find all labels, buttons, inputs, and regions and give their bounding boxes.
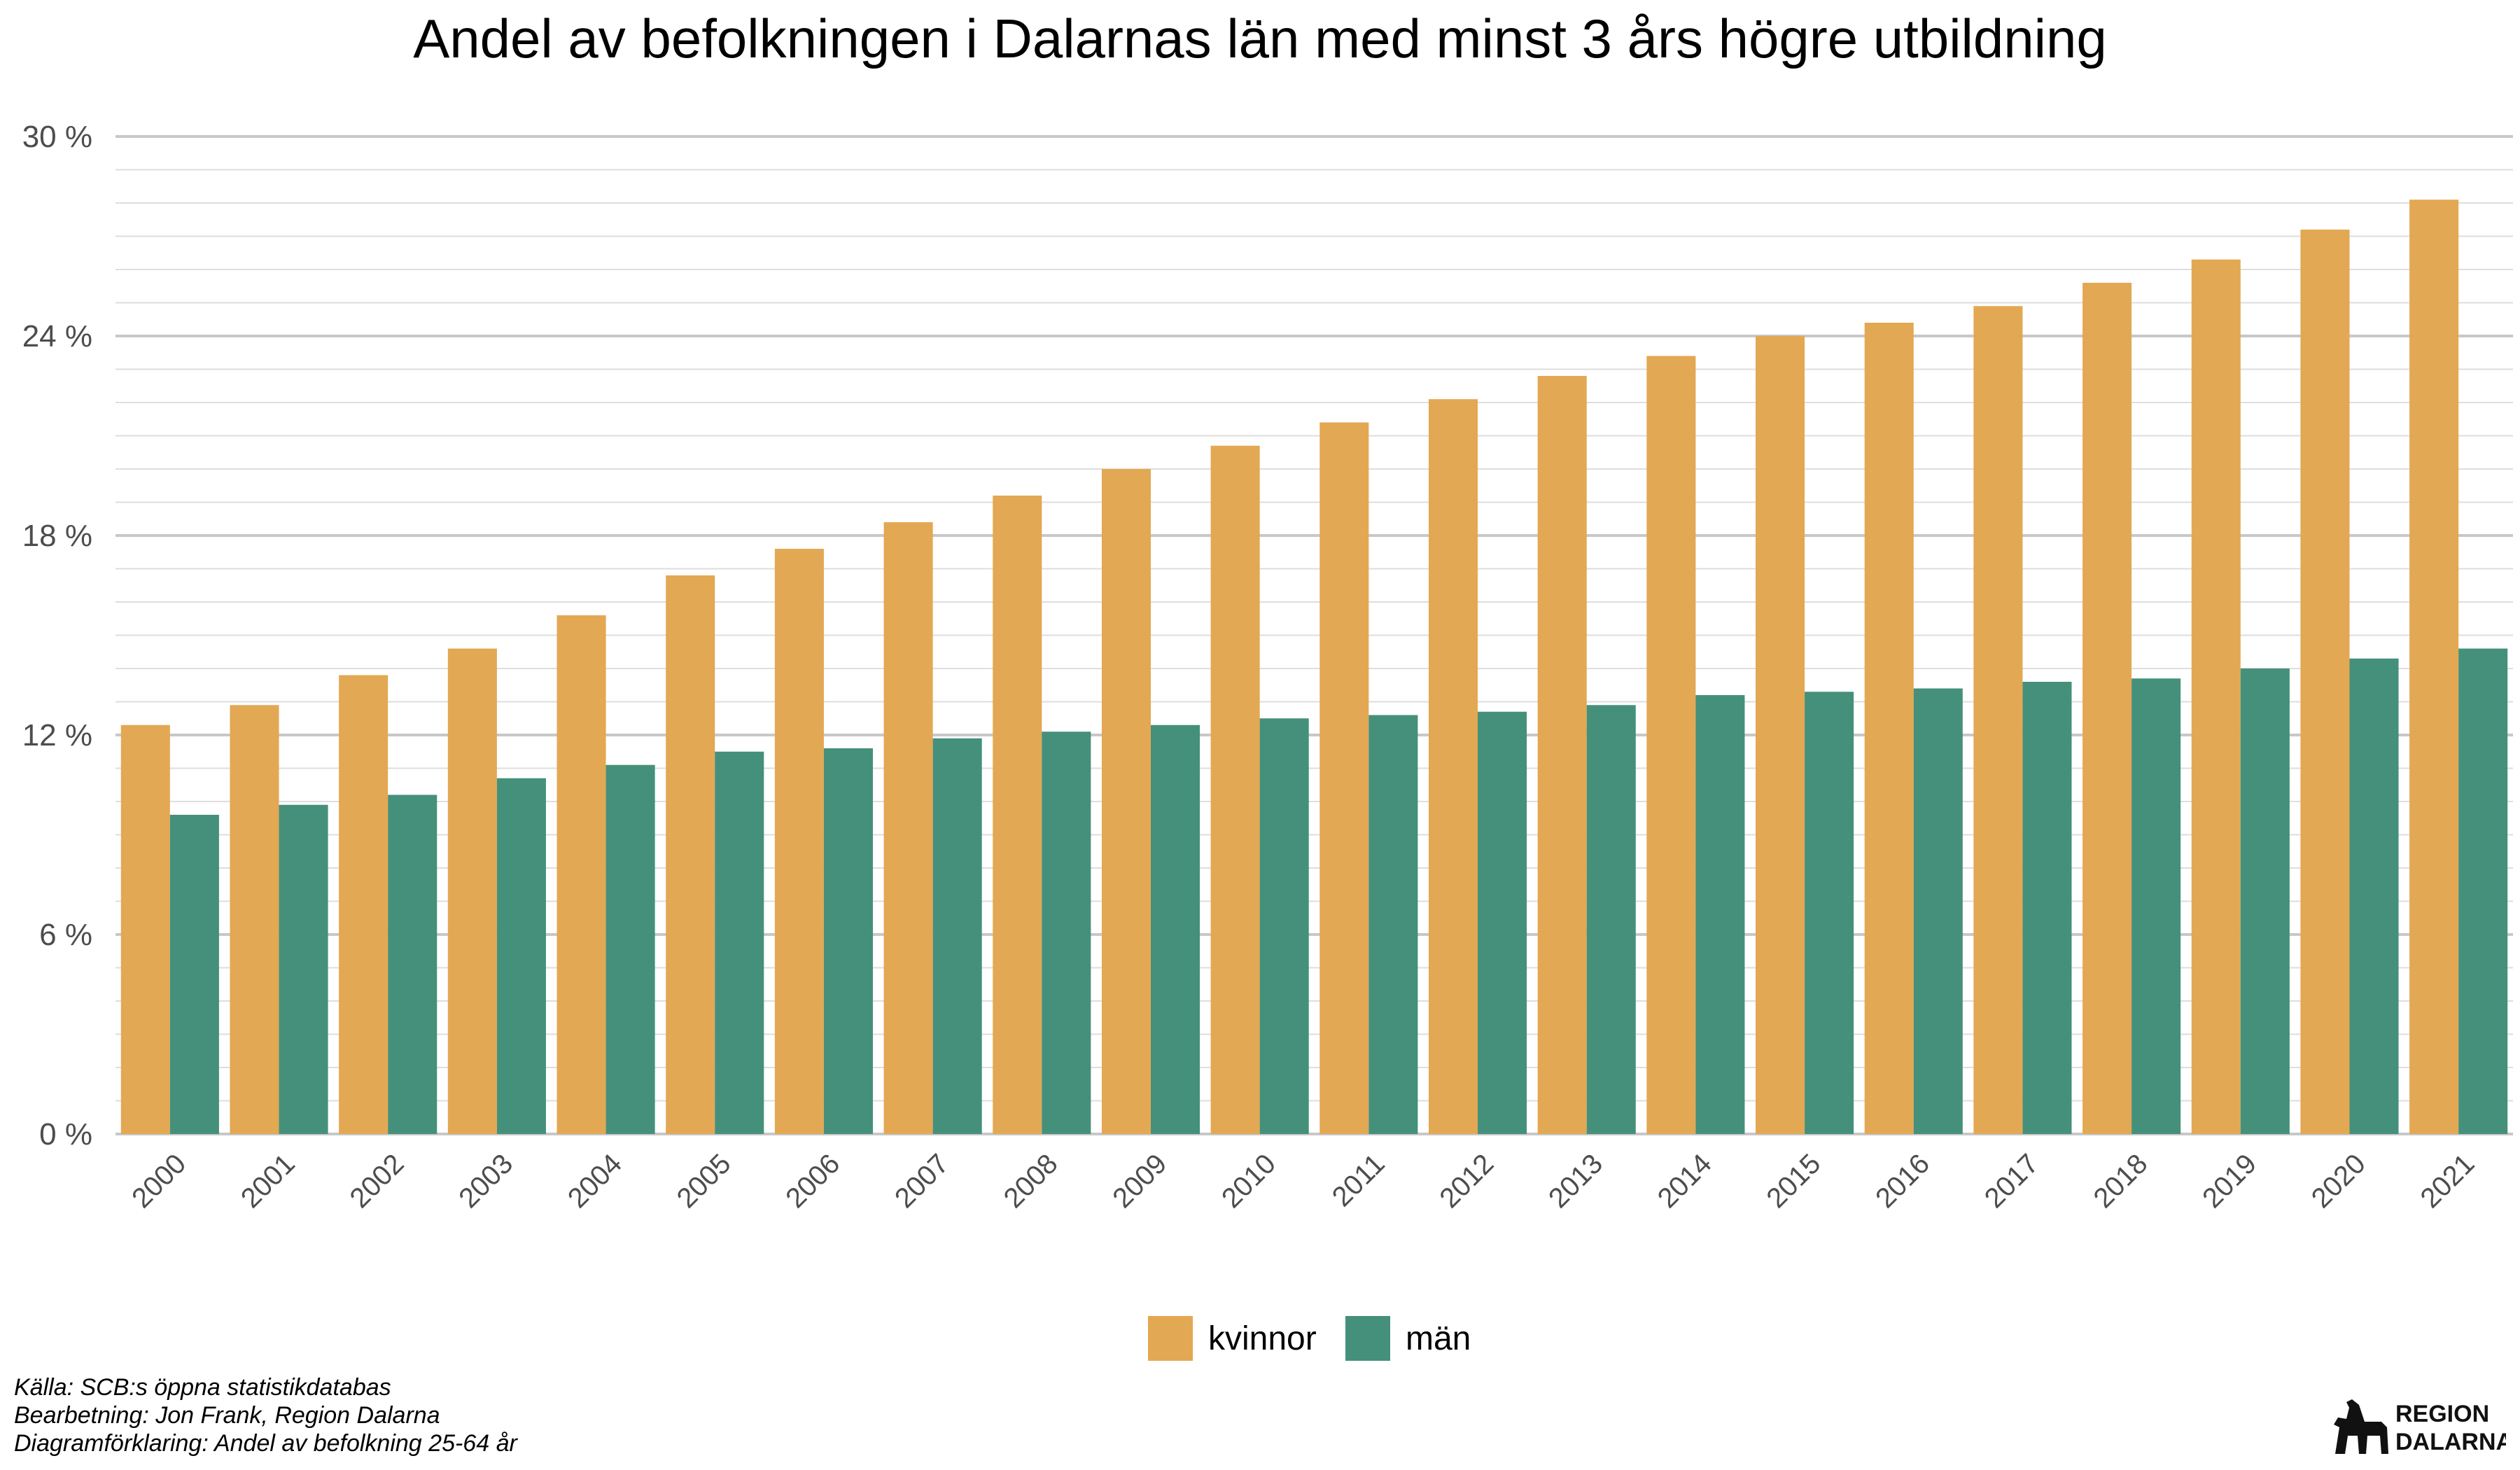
bar-män-2013 <box>1586 705 1636 1134</box>
bar-kvinnor-2014 <box>1646 356 1696 1134</box>
x-tick-label: 2010 <box>1216 1148 1282 1214</box>
logo-text-region: REGION <box>2395 1401 2489 1427</box>
bar-kvinnor-2000 <box>120 724 170 1134</box>
x-tick-label: 2013 <box>1543 1148 1609 1214</box>
legend-label-kvinnor: kvinnor <box>1208 1320 1317 1357</box>
x-tick-label: 2011 <box>1326 1148 1391 1212</box>
chart-title: Andel av befolkningen i Dalarnas län med… <box>413 8 2106 69</box>
bar-kvinnor-2020 <box>2300 230 2350 1134</box>
x-tick-label: 2004 <box>562 1148 628 1214</box>
bar-män-2007 <box>932 738 982 1134</box>
y-tick-label: 30 % <box>22 120 92 154</box>
x-tick-label: 2007 <box>889 1148 955 1214</box>
x-tick-label: 2019 <box>2197 1148 2262 1214</box>
legend-swatch-kvinnor <box>1148 1316 1193 1361</box>
logo-text-dalarna: DALARNA <box>2395 1429 2506 1455</box>
bar-män-2004 <box>606 764 655 1134</box>
x-tick-label: 2015 <box>1760 1148 1826 1214</box>
bar-män-2006 <box>823 748 873 1134</box>
x-tick-label: 2021 <box>2414 1148 2480 1214</box>
bar-kvinnor-2013 <box>1537 376 1587 1134</box>
legend-swatch-män <box>1345 1316 1390 1361</box>
region-dalarna-logo: REGION DALARNA <box>2334 1399 2506 1455</box>
bar-kvinnor-2019 <box>2191 259 2241 1134</box>
bar-kvinnor-2016 <box>1864 323 1914 1134</box>
bar-kvinnor-2001 <box>230 705 279 1134</box>
bar-kvinnor-2004 <box>556 615 606 1134</box>
bar-män-2015 <box>1805 692 1854 1134</box>
bar-kvinnor-2018 <box>2082 283 2132 1134</box>
y-tick-label: 0 % <box>39 1117 92 1152</box>
caption-processing: Bearbetning: Jon Frank, Region Dalarna <box>14 1402 440 1429</box>
x-tick-label: 2009 <box>1107 1148 1172 1214</box>
bar-kvinnor-2003 <box>447 648 497 1134</box>
bar-kvinnor-2005 <box>666 575 715 1134</box>
bar-kvinnor-2007 <box>883 522 933 1134</box>
x-tick-label: 2018 <box>2087 1148 2153 1214</box>
bar-män-2000 <box>169 815 219 1134</box>
bar-män-2008 <box>1042 732 1091 1134</box>
x-tick-label: 2000 <box>126 1148 192 1214</box>
bar-kvinnor-2015 <box>1756 336 1805 1134</box>
bar-män-2014 <box>1695 695 1745 1134</box>
x-tick-label: 2001 <box>235 1148 301 1214</box>
bar-män-2016 <box>1913 688 1963 1134</box>
bar-män-2018 <box>2132 678 2181 1134</box>
caption-explanation: Diagramförklaring: Andel av befolkning 2… <box>14 1430 517 1457</box>
bar-män-2009 <box>1150 724 1200 1134</box>
bar-män-2003 <box>496 778 546 1134</box>
bar-män-2019 <box>2240 668 2290 1134</box>
bar-kvinnor-2006 <box>774 549 824 1134</box>
y-tick-label: 18 % <box>22 519 92 553</box>
x-tick-label: 2017 <box>1979 1148 2045 1214</box>
bar-män-2017 <box>2022 682 2072 1134</box>
bar-män-2021 <box>2458 648 2508 1134</box>
x-tick-label: 2020 <box>2306 1148 2372 1214</box>
x-tick-label: 2012 <box>1434 1148 1499 1214</box>
x-tick-label: 2008 <box>998 1148 1064 1214</box>
bar-kvinnor-2011 <box>1320 422 1369 1134</box>
bar-kvinnor-2021 <box>2409 200 2459 1134</box>
legend-label-män: män <box>1406 1320 1471 1357</box>
x-axis-ticks: 2000 2001 2002 2003 2004 2005 2006 2007 2008 2009… <box>126 1148 2480 1214</box>
y-tick-label: 6 % <box>39 918 92 952</box>
legend: kvinnor män <box>1148 1316 1471 1361</box>
x-tick-label: 2016 <box>1870 1148 1935 1214</box>
bar-kvinnor-2009 <box>1101 469 1151 1134</box>
caption: Källa: SCB:s öppna statistikdatabas Bear… <box>14 1373 517 1457</box>
bar-kvinnor-2017 <box>1973 306 2023 1134</box>
dala-horse-icon <box>2334 1399 2388 1454</box>
x-tick-label: 2005 <box>671 1148 737 1214</box>
x-tick-label: 2014 <box>1652 1148 1718 1214</box>
x-tick-label: 2002 <box>344 1148 410 1214</box>
bar-män-2005 <box>715 751 764 1134</box>
bar-män-2010 <box>1259 718 1309 1134</box>
y-tick-label: 24 % <box>22 319 92 354</box>
bar-män-2011 <box>1368 715 1418 1134</box>
bar-kvinnor-2012 <box>1428 399 1478 1134</box>
y-tick-label: 12 % <box>22 718 92 752</box>
bar-män-2012 <box>1478 711 1527 1134</box>
bar-män-2001 <box>279 804 328 1134</box>
bar-män-2002 <box>388 794 438 1134</box>
caption-source: Källa: SCB:s öppna statistikdatabas <box>14 1374 391 1401</box>
x-tick-label: 2003 <box>453 1148 519 1214</box>
x-tick-label: 2006 <box>780 1148 846 1214</box>
bar-kvinnor-2010 <box>1210 445 1260 1134</box>
y-axis-ticks: 0 % 6 % 12 % 18 % 24 % 30 % <box>22 120 92 1152</box>
bar-kvinnor-2002 <box>339 675 388 1134</box>
bar-kvinnor-2008 <box>993 496 1042 1134</box>
bars <box>120 200 2508 1134</box>
bar-män-2020 <box>2349 658 2399 1134</box>
